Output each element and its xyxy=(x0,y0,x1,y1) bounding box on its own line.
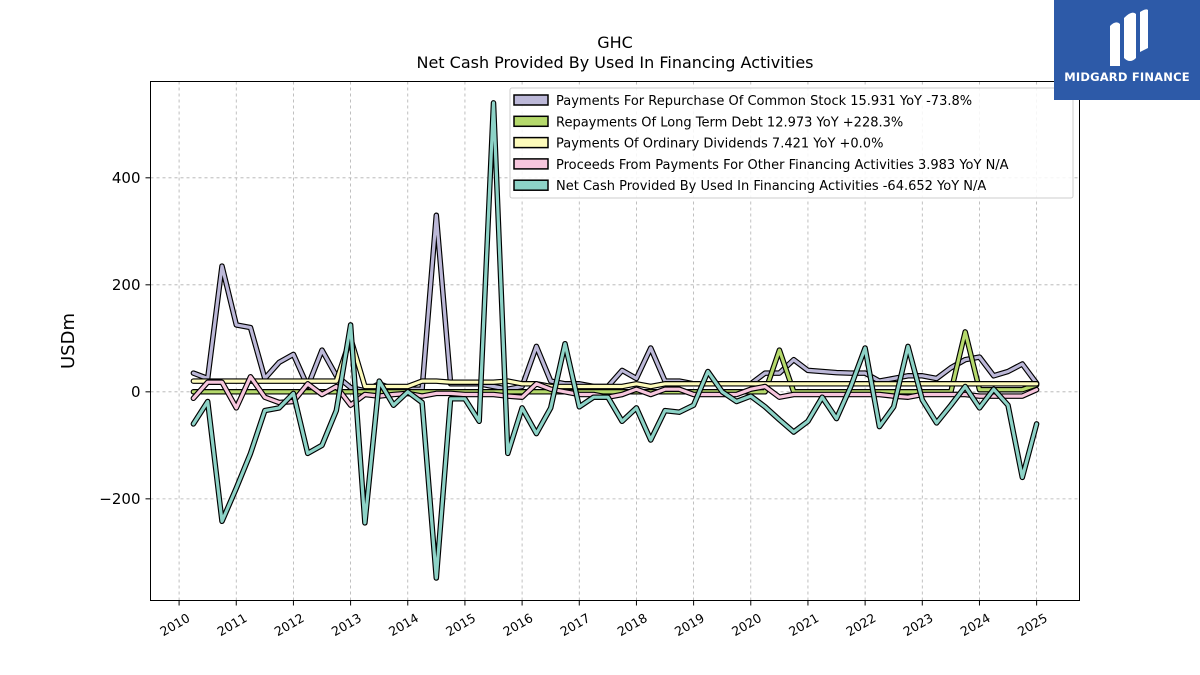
legend: Payments For Repurchase Of Common Stock … xyxy=(509,87,1074,199)
x-tick-label: 2013 xyxy=(329,610,364,639)
x-tick-label: 2018 xyxy=(615,610,650,639)
legend-swatch xyxy=(513,158,549,170)
x-tick-label: 2016 xyxy=(500,610,535,639)
legend-swatch xyxy=(513,115,549,128)
x-tick-label: 2010 xyxy=(157,610,192,639)
y-tick-label: 400 xyxy=(112,169,141,187)
x-tick-label: 2023 xyxy=(901,610,936,639)
x-tick-label: 2022 xyxy=(843,610,878,639)
x-tick-label: 2014 xyxy=(386,610,421,639)
y-axis-label: USDm xyxy=(58,313,79,369)
midgard-logo-icon xyxy=(1110,9,1148,66)
series-layer xyxy=(190,100,1040,581)
chart-subtitle: Net Cash Provided By Used In Financing A… xyxy=(416,53,813,72)
legend-label: Payments Of Ordinary Dividends 7.421 YoY… xyxy=(556,137,883,152)
x-tick-label: 2015 xyxy=(443,610,478,639)
series-line-payments-for-repurchase-of-common-stock xyxy=(191,213,1039,393)
legend-swatch xyxy=(513,136,549,149)
x-tick-label: 2011 xyxy=(214,610,249,639)
series-line-net-cash-provided-by-used-in-financing-activities xyxy=(191,101,1039,580)
legend-label: Payments For Repurchase Of Common Stock … xyxy=(556,94,972,109)
x-tick-label: 2025 xyxy=(1015,610,1050,639)
chart-title: GHC xyxy=(597,33,633,52)
y-tick-label: −200 xyxy=(99,490,140,508)
axis-layer: 2010 2011 2012 2013 2014 2015 2016 2017 2018 2019… xyxy=(99,169,1050,639)
legend-label: Net Cash Provided By Used In Financing A… xyxy=(556,179,986,194)
legend-frame xyxy=(509,87,1074,199)
legend-label: Repayments Of Long Term Debt 12.973 YoY … xyxy=(556,115,903,130)
brand-name: MIDGARD FINANCE xyxy=(1064,70,1190,84)
legend-swatch xyxy=(513,179,549,191)
plot-frame xyxy=(150,81,1080,601)
legend-label: Proceeds From Payments For Other Financi… xyxy=(556,158,1009,173)
y-tick-label: 200 xyxy=(112,276,141,294)
x-tick-label: 2021 xyxy=(786,610,821,639)
x-tick-label: 2020 xyxy=(729,610,764,639)
brand-logo: MIDGARD FINANCE xyxy=(1054,0,1200,100)
series-line-payments-of-ordinary-dividends xyxy=(191,336,1039,389)
x-tick-label: 2012 xyxy=(272,610,307,639)
legend-swatch xyxy=(513,94,549,106)
x-tick-label: 2024 xyxy=(958,610,993,639)
x-tick-label: 2017 xyxy=(557,610,592,639)
x-tick-label: 2019 xyxy=(672,610,707,639)
y-tick-label: 0 xyxy=(131,383,141,401)
